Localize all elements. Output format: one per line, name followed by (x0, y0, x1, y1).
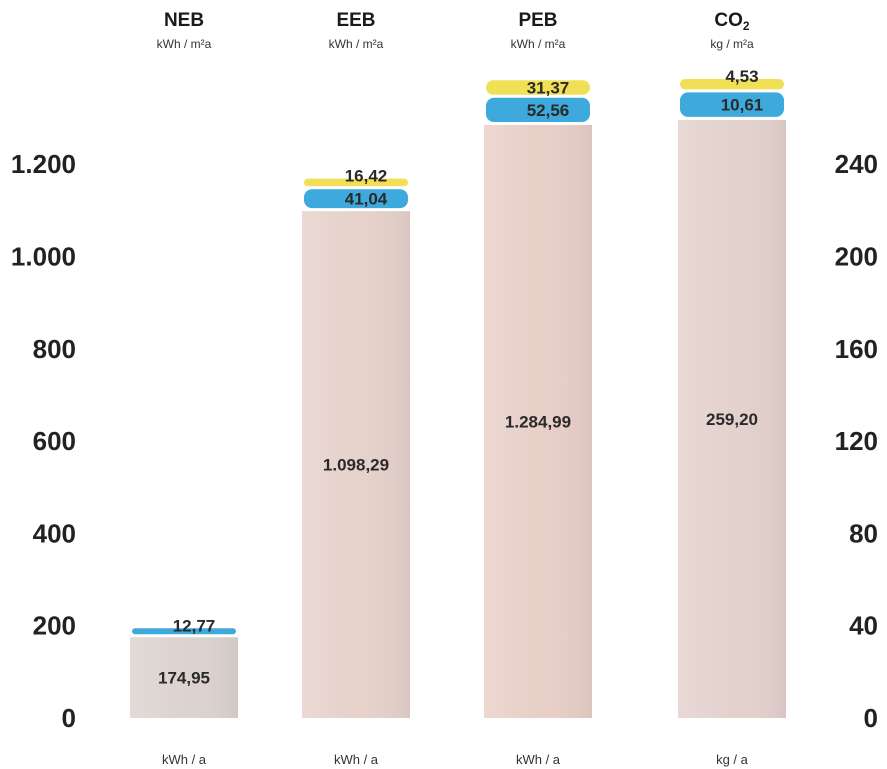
segment-value-label: 16,42 (345, 167, 388, 186)
column-title: EEB (336, 10, 375, 31)
left-axis-tick-label: 600 (33, 426, 76, 456)
bar-main-shade (678, 119, 786, 718)
bar-segment-yellow (680, 78, 784, 90)
column-eeb: EEB kWh / m²a kWh / a 1.098,29 41,04 16,42 (302, 10, 410, 767)
left-axis-tick-label: 0 (62, 703, 76, 733)
segment-value-label: 10,61 (721, 96, 764, 115)
column-title: NEB (164, 10, 204, 31)
column-unit-bottom: kWh / a (334, 752, 379, 767)
left-axis-tick-label: 800 (33, 334, 76, 364)
column-neb: NEB kWh / m²a kWh / a 174,95 12,77 (130, 10, 238, 767)
right-axis-tick-label: 200 (835, 242, 878, 272)
column-unit-top: kg / m²a (710, 37, 754, 51)
segment-value-label: 12,77 (173, 616, 216, 635)
column-unit-top: kWh / m²a (329, 37, 384, 51)
bar-columns: NEB kWh / m²a kWh / a 174,95 12,77 EEB kWh / m… (130, 10, 786, 767)
right-axis-tick-label: 40 (849, 611, 878, 641)
left-axis: 0 200 400 600 800 1.000 1.200 (11, 149, 76, 733)
left-axis-tick-label: 400 (33, 518, 76, 548)
bar-value-label: 1.284,99 (505, 412, 571, 431)
column-co: CO2 kg / m²a kg / a 259,20 10,61 4,53 (678, 10, 786, 767)
right-axis: 0 40 80 120 160 200 240 (835, 149, 878, 733)
column-unit-bottom: kWh / a (516, 752, 561, 767)
bar-segment-blue (486, 97, 590, 122)
bar-segment-blue (304, 189, 408, 209)
bar-value-label: 1.098,29 (323, 456, 389, 475)
left-axis-tick-label: 200 (33, 611, 76, 641)
bar-segment-blue (132, 628, 236, 635)
left-axis-tick-label: 1.000 (11, 242, 76, 272)
bar-segment-yellow (304, 178, 408, 187)
column-unit-top: kWh / m²a (511, 37, 566, 51)
bar-main-shade (302, 211, 410, 718)
right-axis-tick-label: 240 (835, 149, 878, 179)
bar-main-shade (130, 637, 238, 718)
right-axis-tick-label: 160 (835, 334, 878, 364)
bar-segment-blue (680, 92, 784, 117)
right-axis-tick-label: 80 (849, 518, 878, 548)
segment-value-label: 52,56 (527, 101, 570, 120)
bar-value-label: 174,95 (158, 669, 210, 688)
column-peb: PEB kWh / m²a kWh / a 1.284,99 52,56 31,37 (484, 10, 592, 767)
bar-segment-yellow (486, 80, 590, 95)
segment-value-label: 4,53 (725, 67, 758, 86)
bar-value-label: 259,20 (706, 410, 758, 429)
column-unit-bottom: kg / a (716, 752, 749, 767)
right-axis-tick-label: 120 (835, 426, 878, 456)
bar-main-shade (484, 124, 592, 718)
segment-value-label: 31,37 (527, 78, 570, 97)
column-unit-bottom: kWh / a (162, 752, 207, 767)
segment-value-label: 41,04 (345, 190, 388, 209)
column-unit-top: kWh / m²a (157, 37, 212, 51)
left-axis-tick-label: 1.200 (11, 149, 76, 179)
right-axis-tick-label: 0 (864, 703, 878, 733)
column-title: CO2 (714, 10, 750, 33)
column-title: PEB (518, 10, 557, 31)
